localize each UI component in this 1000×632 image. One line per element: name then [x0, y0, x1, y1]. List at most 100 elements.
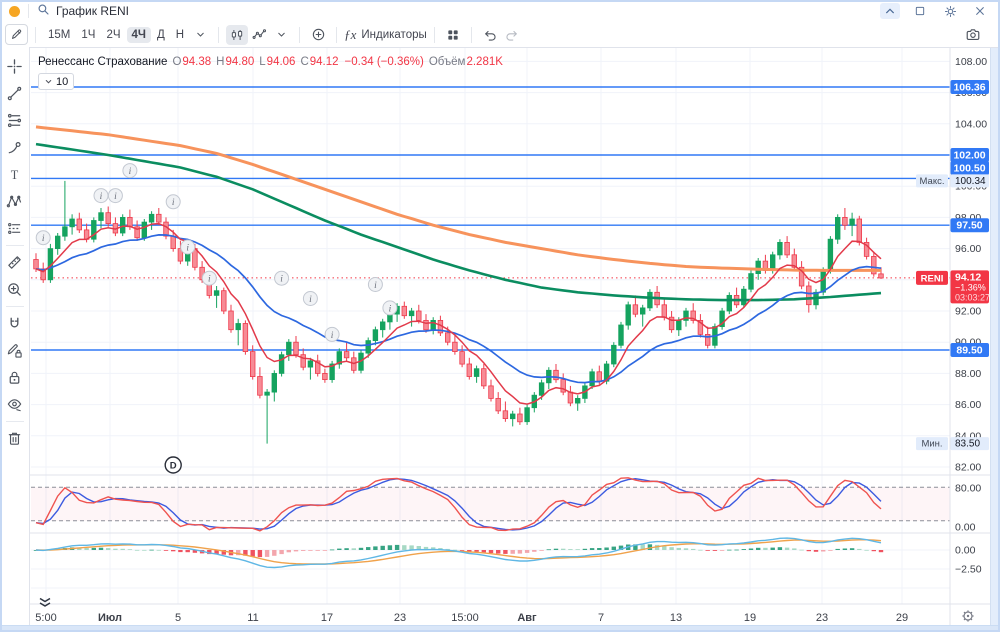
svg-text:i: i — [309, 295, 312, 305]
svg-text:106.36: 106.36 — [953, 81, 985, 93]
timeframes-chevron-down-icon[interactable] — [189, 25, 211, 45]
close-value: 94.12 — [309, 56, 339, 68]
info-marker[interactable]: i — [201, 270, 217, 286]
svg-text:i: i — [280, 275, 283, 285]
info-marker[interactable]: i — [367, 277, 383, 292]
hide-drawings-eye-icon[interactable] — [3, 391, 27, 418]
svg-text:94.12: 94.12 — [955, 271, 981, 283]
svg-text:108.00: 108.00 — [955, 56, 987, 68]
drawing-lock-icon[interactable] — [3, 337, 27, 364]
camera-snapshot-icon[interactable] — [962, 25, 984, 45]
style-chevron-down-icon[interactable] — [270, 25, 292, 45]
candles-style-icon[interactable] — [226, 24, 249, 45]
timeframe-button-4Ч[interactable]: 4Ч — [126, 26, 151, 43]
brush-icon[interactable] — [3, 134, 27, 161]
redo-icon[interactable] — [501, 25, 523, 45]
info-marker[interactable]: i — [93, 188, 109, 204]
svg-text:86.00: 86.00 — [955, 399, 981, 411]
indicators-button[interactable]: ƒx Индикаторы — [344, 27, 427, 43]
svg-text:23: 23 — [816, 612, 828, 624]
svg-text:i: i — [374, 281, 377, 291]
ma-period-value: 10 — [56, 75, 69, 88]
svg-text:i: i — [42, 234, 45, 244]
info-marker[interactable]: i — [324, 326, 340, 342]
svg-text:15:00: 15:00 — [451, 612, 479, 624]
crosshair-icon[interactable] — [3, 53, 27, 80]
dividend-marker[interactable]: D — [164, 456, 182, 474]
svg-text:T: T — [11, 168, 19, 182]
info-marker[interactable]: i — [180, 239, 196, 255]
info-marker[interactable]: i — [165, 194, 181, 210]
title-bar: График RENI — [0, 0, 1000, 23]
window-dot-icon — [9, 5, 20, 17]
svg-text:17: 17 — [321, 612, 333, 624]
svg-text:0.00: 0.00 — [955, 545, 976, 557]
svg-text:03:03:27: 03:03:27 — [955, 292, 990, 302]
projection-tool-icon[interactable] — [3, 215, 27, 242]
lock-icon[interactable] — [3, 364, 27, 391]
ma-period-selector[interactable]: 10 — [38, 73, 75, 90]
last-price-badge: 94.12−1.36%03:03:27 — [950, 270, 990, 304]
svg-text:Мин.: Мин. — [921, 439, 942, 450]
low-value: 94.06 — [266, 56, 296, 68]
tab-chart-reni[interactable]: График RENI — [37, 3, 129, 19]
info-marker[interactable]: i — [302, 291, 318, 306]
timeframe-button-15М[interactable]: 15М — [48, 28, 71, 41]
svg-text:RENI: RENI — [921, 273, 944, 284]
search-icon — [37, 3, 50, 19]
svg-text:89.50: 89.50 — [956, 345, 982, 357]
indicators-label: Индикаторы — [361, 28, 427, 41]
collapse-toolbar-button[interactable] — [880, 3, 900, 19]
svg-text:0.00: 0.00 — [955, 522, 976, 534]
symbol-name: Ренессанс Страхование — [38, 56, 168, 68]
trash-icon[interactable] — [3, 425, 27, 452]
window-bottom-strip — [0, 625, 1000, 632]
close-icon[interactable] — [970, 3, 990, 19]
svg-text:104.00: 104.00 — [955, 118, 987, 130]
info-marker[interactable]: i — [274, 270, 290, 286]
timeframe-button-2Ч[interactable]: 2Ч — [106, 28, 121, 41]
info-marker[interactable]: i — [35, 230, 51, 246]
svg-text:i: i — [114, 192, 117, 202]
line-style-icon[interactable] — [248, 25, 270, 45]
fx-icon: ƒx — [344, 26, 357, 42]
timescale-gear-icon[interactable] — [962, 610, 974, 622]
volume-value: 2.281K — [466, 56, 503, 68]
svg-text:13: 13 — [670, 612, 682, 624]
chevron-down-icon — [45, 80, 52, 84]
timeframe-button-Н[interactable]: Н — [175, 28, 185, 41]
open-label: О — [172, 56, 182, 68]
info-marker[interactable]: i — [382, 300, 398, 316]
chart-legend[interactable]: Ренессанс Страхование О 94.38 Н 94.80 L 94.… — [38, 55, 503, 90]
magnet-icon[interactable] — [3, 310, 27, 337]
macd-pane — [33, 537, 884, 569]
undo-icon[interactable] — [479, 25, 501, 45]
timeframe-button-Д[interactable]: Д — [156, 28, 165, 41]
svg-text:D: D — [170, 461, 177, 472]
trend-line-icon[interactable] — [3, 80, 27, 107]
fib-lines-icon[interactable] — [3, 107, 27, 134]
pencil-icon[interactable] — [5, 24, 28, 45]
settings-gear-icon[interactable] — [940, 3, 960, 19]
svg-text:i: i — [172, 198, 175, 208]
svg-text:23: 23 — [394, 612, 406, 624]
xabcd-pattern-icon[interactable] — [3, 188, 27, 215]
svg-text:88.00: 88.00 — [955, 368, 981, 380]
layout-grid-icon[interactable] — [442, 25, 464, 45]
timeframe-button-1Ч[interactable]: 1Ч — [81, 28, 96, 41]
maximize-button[interactable] — [910, 3, 930, 19]
compare-plus-icon[interactable] — [307, 25, 329, 45]
text-tool-icon[interactable]: T — [3, 161, 27, 188]
zoom-in-icon[interactable] — [3, 276, 27, 303]
change-value: −0.34 (−0.36%) — [344, 56, 424, 68]
ruler-icon[interactable] — [3, 249, 27, 276]
level-price-badge: 100.50 — [950, 161, 989, 175]
svg-text:7: 7 — [598, 612, 604, 624]
info-marker[interactable]: i — [107, 188, 123, 204]
pane-collapse-icon[interactable] — [38, 595, 52, 615]
close-label: С — [300, 56, 309, 68]
info-marker[interactable]: i — [122, 163, 138, 179]
svg-text:Июл: Июл — [98, 612, 122, 624]
svg-text:97.50: 97.50 — [956, 220, 982, 232]
